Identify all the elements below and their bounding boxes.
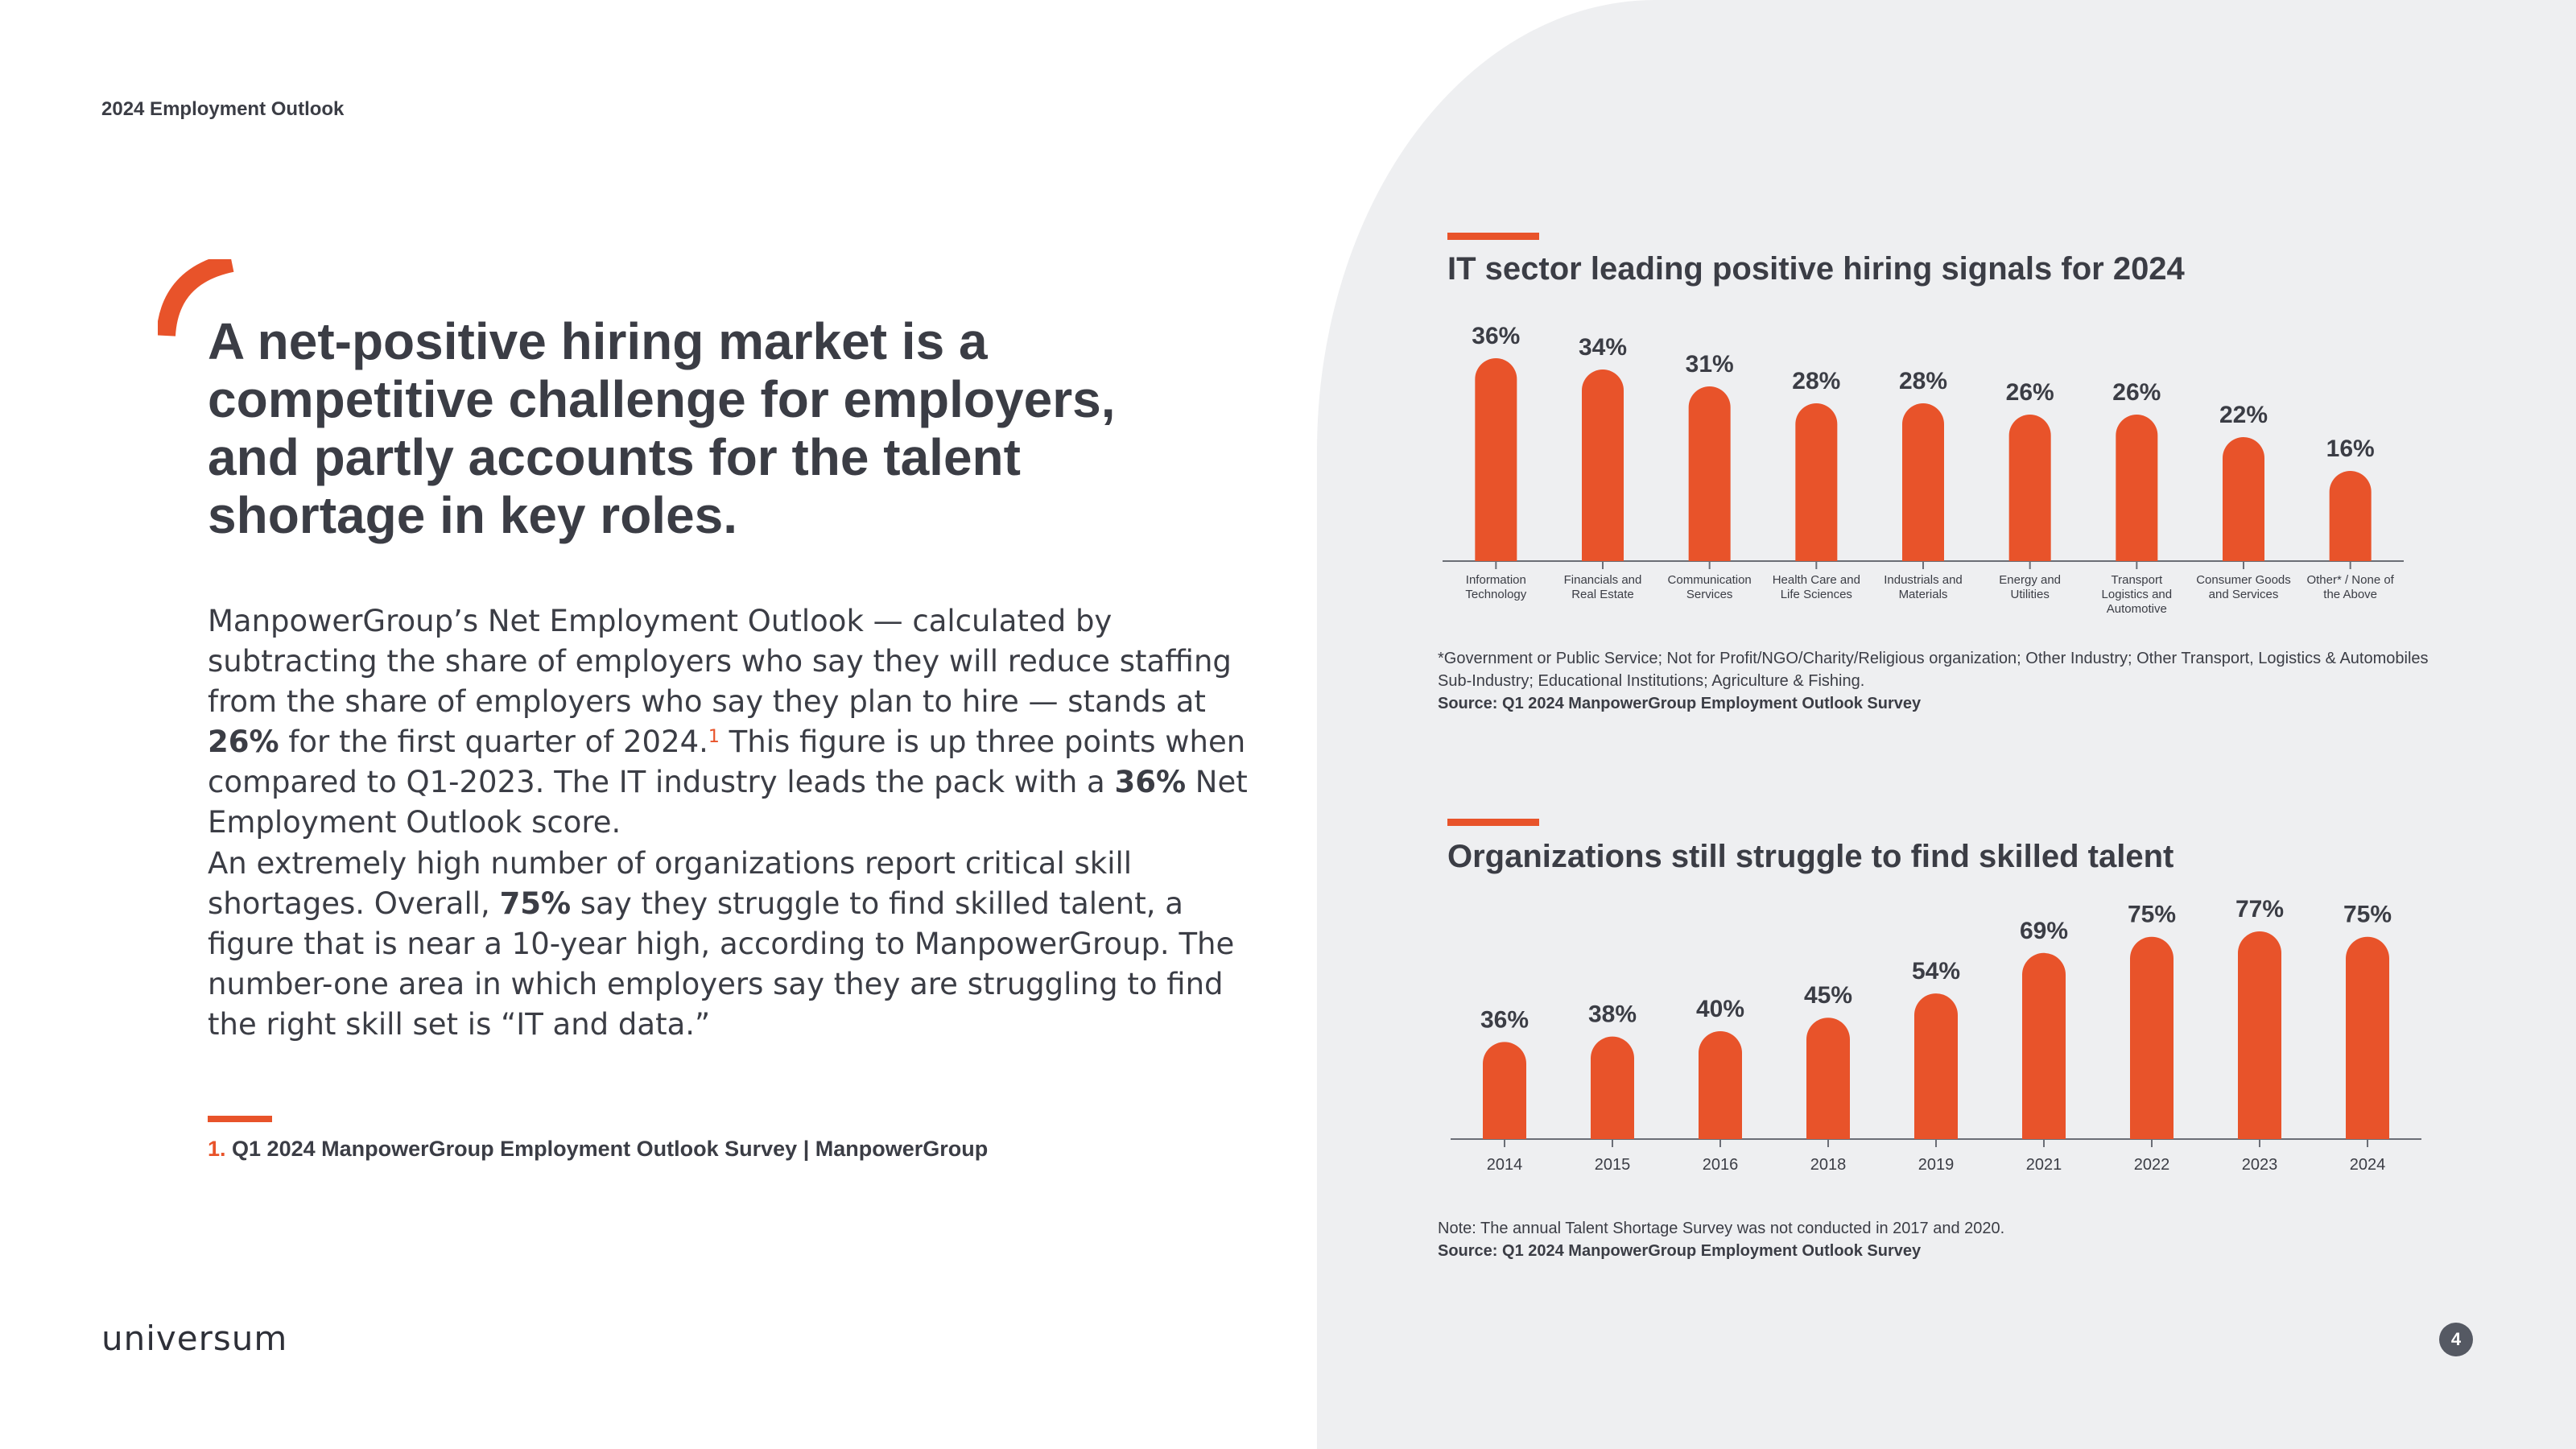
chart1-source: Source: Q1 2024 ManpowerGroup Employment… bbox=[1438, 695, 1922, 712]
chart2-tick-label: 2024 bbox=[2350, 1156, 2386, 1174]
chart2-tick-label: 2019 bbox=[1918, 1156, 1955, 1174]
chart1-tick-label: Services bbox=[1686, 588, 1733, 601]
chart1-accent-line bbox=[1447, 233, 1539, 240]
chart1-tick-label: the Above bbox=[2323, 588, 2377, 601]
chart2-accent-line bbox=[1447, 819, 1539, 826]
chart2-data-label: 77% bbox=[2235, 896, 2284, 923]
chart2-data-label: 40% bbox=[1696, 996, 1744, 1022]
chart1-data-label: 26% bbox=[2112, 379, 2161, 406]
chart2-data-label: 69% bbox=[2020, 918, 2068, 944]
chart1-tick-label: Transport bbox=[2112, 573, 2163, 587]
background-panel bbox=[1317, 0, 2576, 1449]
highlight-36: 36% bbox=[1114, 765, 1187, 799]
chart1-tick-label: Materials bbox=[1899, 588, 1948, 601]
chart1-tick-label: Logistics and bbox=[2102, 588, 2173, 601]
body-paragraph-1: ManpowerGroup’s Net Employment Outlook —… bbox=[208, 604, 1248, 840]
chart1-bar bbox=[1902, 403, 1944, 561]
chart1-tick-label: Automotive bbox=[2107, 602, 2167, 616]
chart2-bar bbox=[2238, 931, 2281, 1139]
chart1-tick-label: Life Sciences bbox=[1781, 588, 1852, 601]
footnote-divider bbox=[208, 1116, 272, 1122]
chart2-tick-label: 2016 bbox=[1703, 1156, 1739, 1174]
chart2-data-label: 54% bbox=[1912, 958, 1960, 985]
chart2-tick-label: 2014 bbox=[1487, 1156, 1523, 1174]
chart2-bar bbox=[1914, 993, 1958, 1139]
chart1-data-label: 34% bbox=[1579, 334, 1627, 361]
chart2-bar bbox=[1483, 1042, 1526, 1139]
highlight-75: 75% bbox=[499, 886, 572, 921]
universum-logo: universum bbox=[101, 1319, 288, 1358]
body-paragraph-2: An extremely high number of organization… bbox=[208, 846, 1235, 1042]
chart1-data-label: 22% bbox=[2219, 402, 2268, 428]
chart2-tick-label: 2015 bbox=[1595, 1156, 1631, 1174]
chart1-data-label: 26% bbox=[2006, 379, 2054, 406]
chart1-tick-label: Health Care and bbox=[1773, 573, 1860, 587]
chart1-tick-label: and Services bbox=[2209, 588, 2279, 601]
chart2-data-label: 36% bbox=[1480, 1006, 1529, 1033]
chart1-bar bbox=[1795, 403, 1838, 561]
chart1-bar bbox=[2223, 437, 2264, 561]
chart2-bar bbox=[1806, 1018, 1850, 1139]
chart1-data-label: 36% bbox=[1472, 323, 1520, 349]
chart1-tick-label: Communication bbox=[1668, 573, 1752, 587]
chart2-bar bbox=[2130, 936, 2174, 1139]
chart1-tick-label: Financials and bbox=[1564, 573, 1642, 587]
chart1-bar bbox=[1582, 369, 1624, 561]
chart2-source: Source: Q1 2024 ManpowerGroup Employment… bbox=[1438, 1242, 1922, 1260]
chart1-tick-label: Information bbox=[1466, 573, 1526, 587]
chart2-skill-shortage-trend: 36% 2014 38% 2015 40% 2016 45% 2018 54% 2019 69% 20… bbox=[1451, 896, 2421, 1174]
chart1-tick-label: Other* / None of bbox=[2306, 573, 2394, 587]
chart1-tick-label: Industrials and bbox=[1884, 573, 1963, 587]
headline: A net-positive hiring market is a compet… bbox=[208, 312, 1116, 544]
chart1-tick-label: Consumer Goods bbox=[2196, 573, 2291, 587]
chart1-bar bbox=[2008, 415, 2051, 561]
footnote: 1. Q1 2024 ManpowerGroup Employment Outl… bbox=[208, 1137, 989, 1161]
chart2-data-label: 75% bbox=[2343, 902, 2392, 928]
report-title: 2024 Employment Outlook bbox=[101, 98, 345, 120]
chart2-data-label: 45% bbox=[1804, 982, 1852, 1009]
chart2-bar bbox=[2022, 952, 2066, 1139]
chart1-bar bbox=[2329, 471, 2372, 561]
chart1-tick-label: Utilities bbox=[2010, 588, 2049, 601]
chart2-tick-label: 2021 bbox=[2026, 1156, 2062, 1174]
chart1-bar bbox=[1688, 386, 1731, 561]
chart2-bar bbox=[1699, 1030, 1742, 1139]
chart2-tick-label: 2023 bbox=[2242, 1156, 2278, 1174]
chart1-tick-label: Real Estate bbox=[1571, 588, 1634, 601]
quote-mark-icon bbox=[158, 259, 234, 337]
highlight-26: 26% bbox=[208, 724, 279, 759]
chart2-bar bbox=[2346, 936, 2389, 1139]
chart1-data-label: 28% bbox=[1792, 368, 1840, 394]
chart1-bar bbox=[1475, 358, 1517, 561]
chart1-title: IT sector leading positive hiring signal… bbox=[1447, 251, 2185, 287]
chart1-tick-label: Energy and bbox=[1999, 573, 2061, 587]
chart2-tick-label: 2018 bbox=[1810, 1156, 1847, 1174]
footnote-ref[interactable]: 1 bbox=[708, 727, 720, 747]
chart2-bar bbox=[1591, 1036, 1634, 1139]
page-number-badge: 4 bbox=[2439, 1323, 2473, 1356]
chart1-data-label: 31% bbox=[1686, 351, 1734, 378]
chart1-tick-label: Technology bbox=[1465, 588, 1526, 601]
chart2-note: Note: The annual Talent Shortage Survey … bbox=[1438, 1220, 2005, 1260]
chart1-bar bbox=[2116, 415, 2158, 561]
chart2-data-label: 38% bbox=[1588, 1001, 1637, 1028]
chart2-title: Organizations still struggle to find ski… bbox=[1447, 839, 2174, 874]
chart2-tick-label: 2022 bbox=[2134, 1156, 2170, 1174]
chart1-data-label: 28% bbox=[1899, 368, 1947, 394]
chart1-data-label: 16% bbox=[2326, 436, 2375, 462]
chart2-data-label: 75% bbox=[2128, 902, 2176, 928]
chart1-note: *Government or Public Service; Not for P… bbox=[1438, 650, 2429, 712]
